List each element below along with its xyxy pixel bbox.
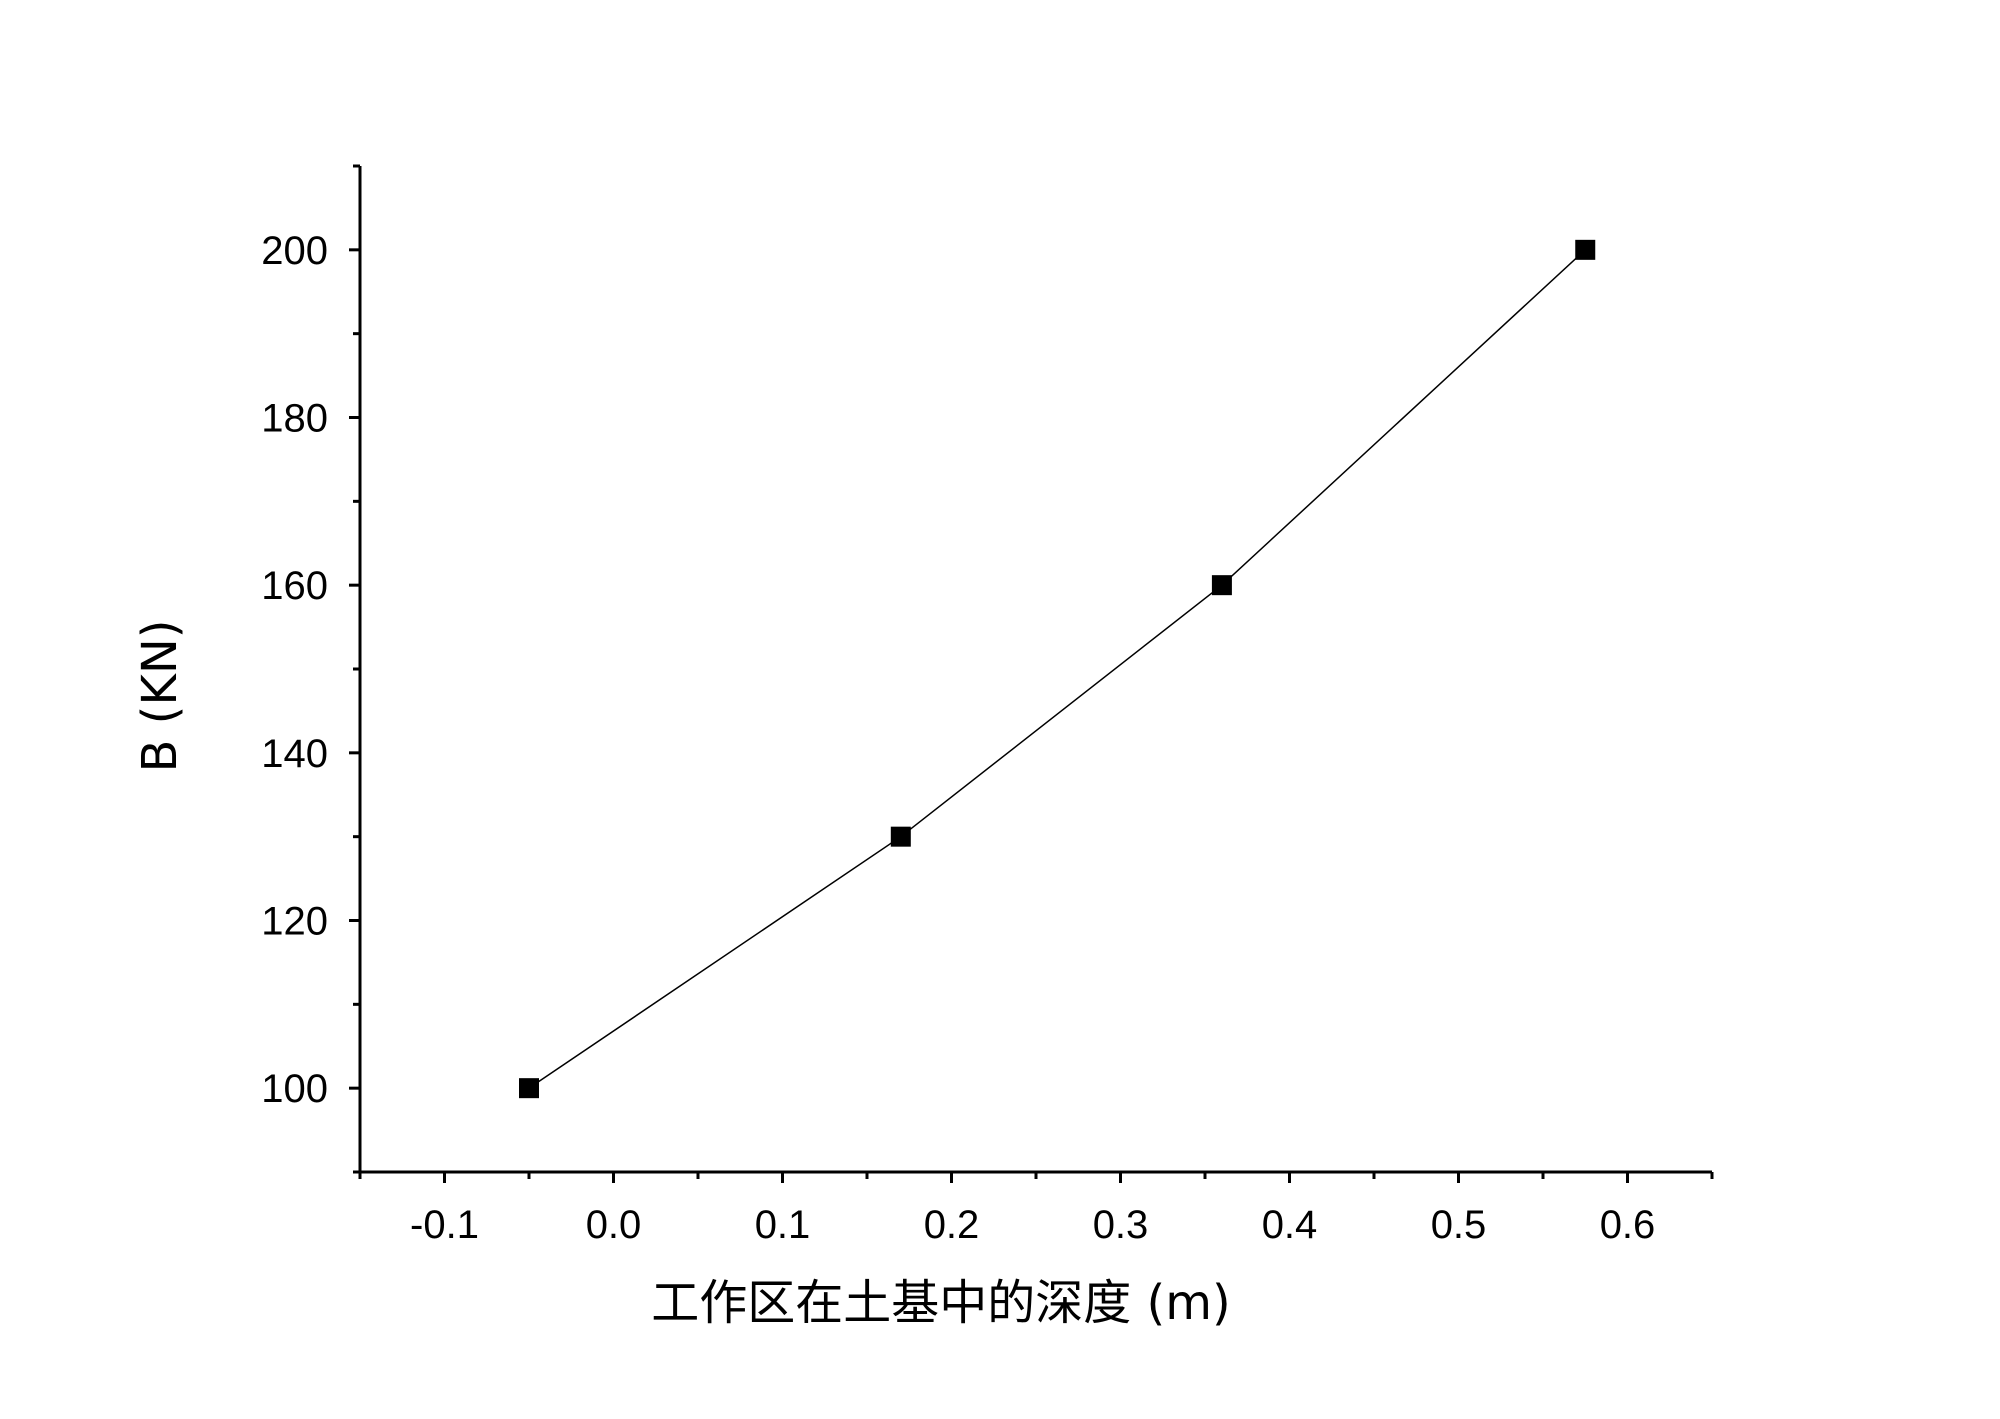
x-tick-label: 0.5 — [1431, 1203, 1487, 1247]
x-tick-label: 0.1 — [755, 1203, 811, 1247]
data-point — [890, 826, 911, 847]
y-tick-label: 200 — [261, 229, 328, 273]
data-point — [1211, 575, 1232, 596]
axes — [358, 166, 1712, 1174]
y-tick-label: 100 — [261, 1067, 328, 1111]
x-tick-label: 0.6 — [1600, 1203, 1656, 1247]
x-tick-label: 0.3 — [1093, 1203, 1149, 1247]
data-point — [1575, 239, 1596, 260]
x-tick-label: 0.0 — [586, 1203, 642, 1247]
series-lines — [528, 249, 1586, 1089]
y-axis-title: B (KN) — [132, 619, 188, 772]
y-tick-label: 180 — [261, 397, 328, 441]
series-markers — [519, 239, 1596, 1099]
x-tick-label: -0.1 — [410, 1203, 479, 1247]
y-tick-label: 160 — [261, 564, 328, 608]
x-tick-label: 0.2 — [924, 1203, 980, 1247]
data-point — [519, 1078, 539, 1099]
x-axis-title: 工作区在土基中的深度 (m) — [651, 1275, 1230, 1331]
x-tick-label: 0.4 — [1262, 1203, 1318, 1247]
series-line — [528, 249, 1586, 1089]
ticks: -0.1 0.0 0.1 0.2 0.3 0.4 0.5 0.6 100 120 140 160 180… — [261, 164, 1714, 1247]
y-tick-label: 140 — [261, 732, 328, 776]
y-tick-label: 120 — [261, 900, 328, 944]
